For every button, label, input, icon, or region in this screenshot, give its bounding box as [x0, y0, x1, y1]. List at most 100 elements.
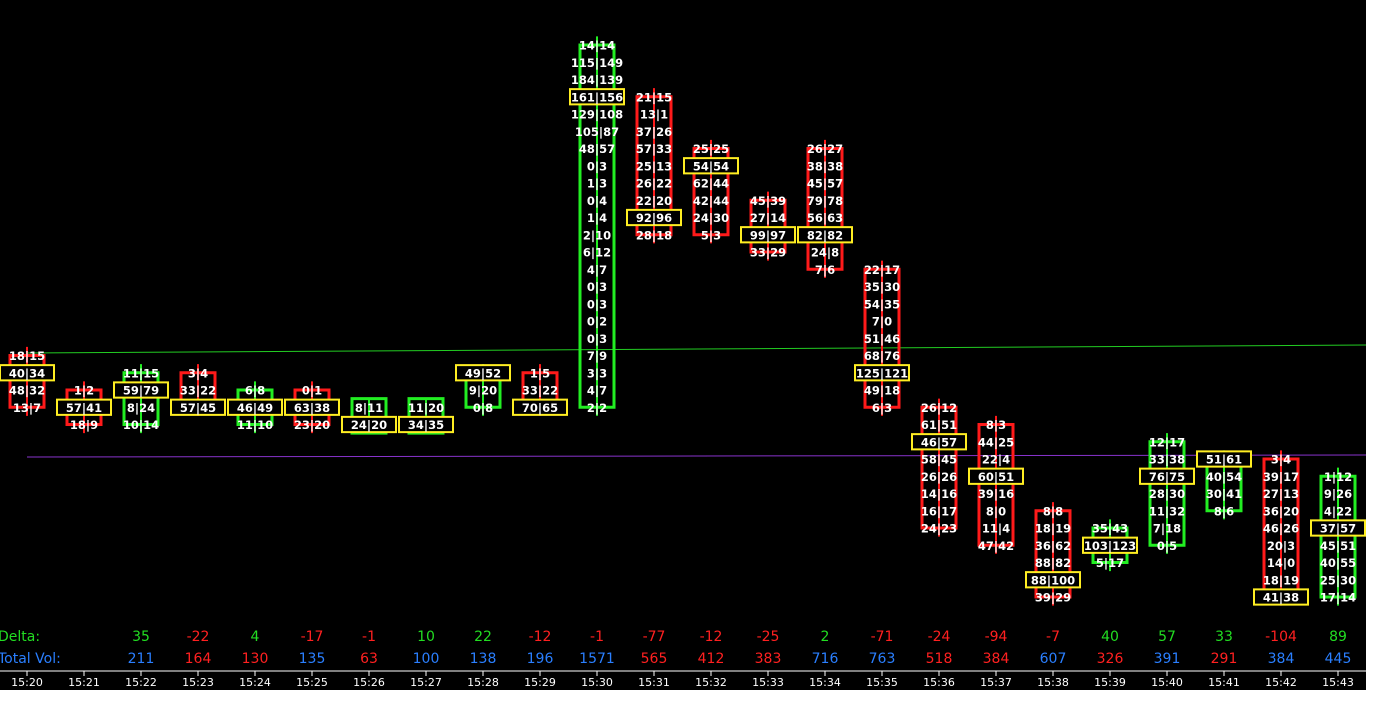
footprint-cell: 13|1	[640, 108, 668, 122]
footprint-cell: 4|7	[587, 263, 607, 277]
footprint-cell: 7|9	[587, 349, 607, 363]
candle-body	[578, 43, 616, 409]
candle-body	[863, 267, 901, 409]
footprint-cell: 18|9	[70, 418, 98, 432]
time-label: 15:34	[809, 676, 841, 689]
footprint-cell: 20|3	[1267, 539, 1295, 553]
background	[0, 0, 1366, 690]
poc-box	[1139, 467, 1195, 485]
footprint-cell: 39|17	[1263, 470, 1299, 484]
poc-box	[56, 398, 112, 416]
delta-value: -24	[928, 629, 951, 645]
poc-box	[1196, 450, 1252, 468]
footprint-cell: 25|13	[636, 159, 672, 173]
total-vol-value: 326	[1097, 651, 1124, 667]
delta-value: -17	[301, 629, 324, 645]
poc-box	[1025, 571, 1081, 589]
footprint-cell: 28|18	[636, 228, 672, 242]
footprint-cell: 3|4	[1271, 453, 1291, 467]
footprint-cell: 47|42	[978, 539, 1014, 553]
delta-value: 89	[1329, 629, 1347, 645]
footprint-cell: 6|12	[583, 246, 611, 260]
delta-value: 57	[1158, 629, 1176, 645]
footprint-cell: 7|0	[872, 315, 892, 329]
poc-box	[1310, 519, 1366, 537]
time-label: 15:38	[1037, 676, 1069, 689]
footprint-cell: 26|26	[921, 470, 957, 484]
total-vol-value: 763	[869, 651, 896, 667]
total-vol-value: 412	[698, 651, 725, 667]
total-vol-value: 135	[299, 651, 326, 667]
footprint-cell: 22|17	[864, 263, 900, 277]
delta-value: -25	[757, 629, 780, 645]
time-label: 15:30	[581, 676, 613, 689]
total-vol-value: 384	[983, 651, 1010, 667]
poc-box	[1253, 588, 1309, 606]
footprint-cell: 45|51	[1320, 539, 1356, 553]
time-label: 15:28	[467, 676, 499, 689]
delta-value: -1	[362, 629, 376, 645]
delta-value: -1	[590, 629, 604, 645]
delta-value: -22	[187, 629, 210, 645]
footprint-cell: 0|3	[587, 297, 607, 311]
footprint-cell: 48|32	[9, 384, 45, 398]
delta-value: 22	[474, 629, 492, 645]
candle-body	[806, 147, 844, 271]
footprint-cell: 103|123	[1084, 539, 1136, 553]
footprint-cell: 11|10	[237, 418, 273, 432]
footprint-cell: 88|100	[1031, 573, 1075, 587]
footprint-cell: 16|17	[921, 504, 957, 518]
footprint-cell: 0|5	[1157, 539, 1177, 553]
footprint-cell: 61|51	[921, 418, 957, 432]
footprint-cell: 39|16	[978, 487, 1014, 501]
poc-box	[797, 226, 853, 244]
footprint-cell: 40|54	[1206, 470, 1242, 484]
time-label: 15:25	[296, 676, 328, 689]
time-label: 15:43	[1322, 676, 1354, 689]
footprint-cell: 57|41	[66, 401, 102, 415]
delta-value: 4	[251, 629, 260, 645]
footprint-cell: 49|52	[465, 366, 501, 380]
total-vol-value: 291	[1211, 651, 1238, 667]
footprint-cell: 99|97	[750, 228, 786, 242]
footprint-cell: 59|79	[123, 384, 159, 398]
total-vol-value: 383	[755, 651, 782, 667]
poc-box	[911, 433, 967, 451]
footprint-cell: 51|61	[1206, 453, 1242, 467]
footprint-cell: 49|18	[864, 384, 900, 398]
footprint-cell: 161|156	[571, 90, 623, 104]
time-label: 15:21	[68, 676, 100, 689]
total-vol-value: 100	[413, 651, 440, 667]
footprint-cell: 34|35	[408, 418, 444, 432]
footprint-cell: 62|44	[693, 177, 729, 191]
footprint-cell: 9|26	[1324, 487, 1352, 501]
total-vol-value: 607	[1040, 651, 1067, 667]
poc-box	[170, 398, 226, 416]
footprint-cell: 54|54	[693, 159, 729, 173]
poc-box	[341, 415, 397, 434]
delta-value: 10	[417, 629, 435, 645]
footprint-cell: 46|49	[237, 401, 273, 415]
time-label: 15:37	[980, 676, 1012, 689]
footprint-cell: 5|17	[1096, 556, 1124, 570]
footprint-cell: 41|38	[1263, 591, 1299, 605]
time-label: 15:26	[353, 676, 385, 689]
time-label: 15:20	[11, 676, 43, 689]
footprint-cell: 8|8	[1043, 504, 1063, 518]
total-vol-value: 1571	[579, 651, 615, 667]
footprint-cell: 9|20	[469, 384, 497, 398]
footprint-cell: 45|57	[807, 177, 843, 191]
footprint-cell: 36|62	[1035, 539, 1071, 553]
poc-box	[683, 157, 739, 175]
footprint-cell: 14|14	[579, 39, 615, 53]
footprint-cell: 30|41	[1206, 487, 1242, 501]
footprint-cell: 88|82	[1035, 556, 1071, 570]
footprint-cell: 7|6	[815, 263, 835, 277]
footprint-cell: 2|10	[583, 228, 611, 242]
total-vol-value: 211	[128, 651, 155, 667]
footprint-cell: 1|5	[530, 366, 550, 380]
poc-box	[569, 88, 625, 106]
footprint-cell: 54|35	[864, 297, 900, 311]
footprint-cell: 8|3	[986, 418, 1006, 432]
footprint-cell: 39|29	[1035, 591, 1071, 605]
